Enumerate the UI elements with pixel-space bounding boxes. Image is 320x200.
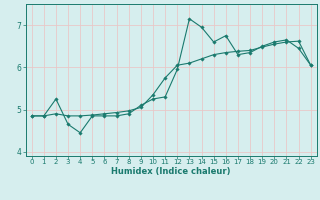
X-axis label: Humidex (Indice chaleur): Humidex (Indice chaleur) [111, 167, 231, 176]
